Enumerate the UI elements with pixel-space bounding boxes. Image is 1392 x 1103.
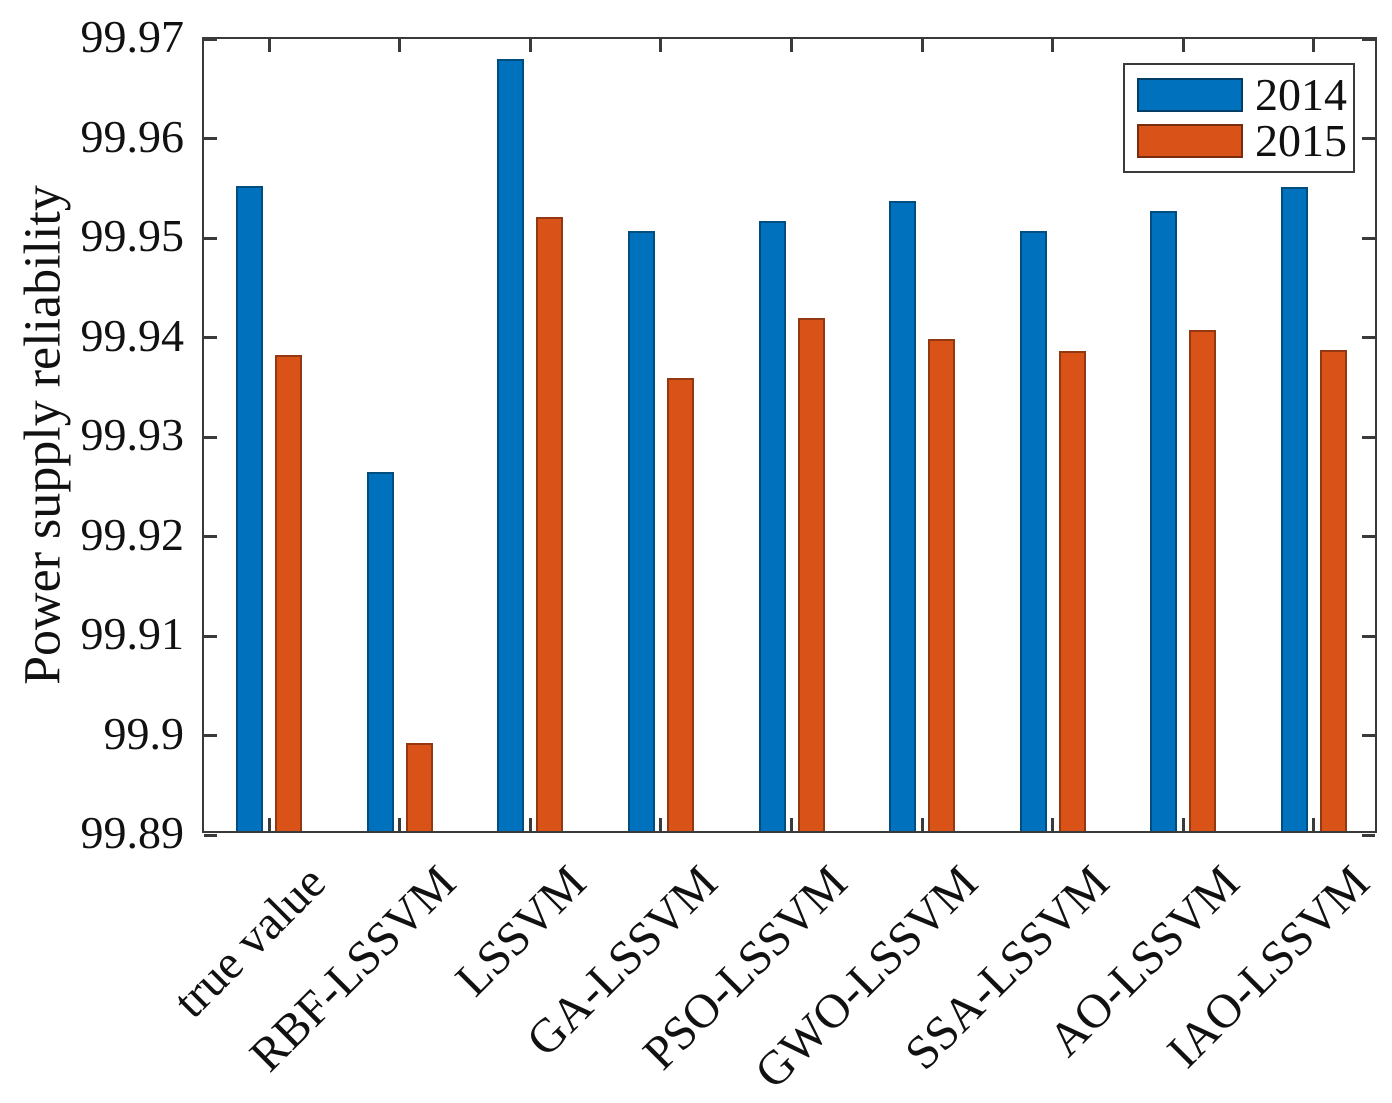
y-tick-label-99-94: 99.94: [80, 309, 185, 361]
bar-2015-ga-lssvm: [666, 378, 694, 831]
bar-2014-rbf-lssvm: [366, 471, 394, 831]
bar-2015-ssa-lssvm: [1058, 351, 1086, 831]
x-tick-mark-top: [790, 39, 793, 52]
x-tick-mark-bottom: [267, 818, 271, 831]
bar-2014-lssvm: [497, 58, 525, 831]
bar-2015-rbf-lssvm: [405, 743, 433, 831]
y-tick-mark-left: [204, 336, 217, 339]
y-tick-mark-right: [1362, 236, 1375, 240]
y-tick-label-99-93: 99.93: [80, 409, 185, 460]
x-tick-mark-bottom: [528, 818, 532, 831]
legend-label-2015: 2015: [1255, 115, 1347, 166]
y-tick-mark-right: [1362, 734, 1375, 737]
x-tick-mark-top: [1051, 39, 1055, 52]
bar-2015-pso-lssvm: [797, 317, 825, 831]
x-tick-mark-bottom: [398, 818, 402, 831]
bar-2015-lssvm: [536, 217, 564, 831]
y-tick-mark-right: [1362, 435, 1375, 439]
x-tick-mark-bottom: [1181, 818, 1185, 831]
bar-2015-true-value: [275, 355, 303, 831]
x-tick-mark-bottom: [1051, 818, 1055, 831]
y-tick-mark-left: [204, 236, 217, 240]
bar-2014-gwo-lssvm: [889, 201, 917, 831]
y-tick-label-99-91: 99.91: [80, 608, 185, 659]
x-tick-mark-top: [1181, 39, 1185, 52]
y-tick-mark-right: [1362, 535, 1375, 538]
x-tick-mark-bottom: [790, 818, 793, 831]
bar-2014-ao-lssvm: [1150, 211, 1178, 831]
y-tick-label-99-9: 99.9: [103, 707, 185, 759]
y-tick-mark-left: [204, 833, 217, 837]
y-tick-label-99-95: 99.95: [80, 210, 185, 261]
x-tick-mark-top: [267, 39, 271, 52]
x-tick-mark-bottom: [1312, 818, 1316, 831]
plot-area: 2014 2015: [202, 37, 1377, 837]
bar-2014-true-value: [236, 186, 264, 831]
bar-2015-ao-lssvm: [1189, 329, 1217, 831]
y-tick-mark-left: [204, 137, 217, 140]
y-tick-mark-left: [204, 37, 217, 41]
bar-2015-gwo-lssvm: [928, 339, 956, 831]
legend-entry-2014: 2014: [1137, 72, 1347, 118]
legend-label-2014: 2014: [1255, 69, 1347, 120]
x-tick-mark-top: [398, 39, 402, 52]
y-tick-mark-right: [1362, 336, 1375, 339]
y-tick-mark-right: [1362, 37, 1375, 41]
y-tick-mark-left: [204, 535, 217, 538]
y-tick-label-99-89: 99.89: [80, 807, 185, 858]
bar-2014-ssa-lssvm: [1019, 231, 1047, 831]
x-tick-mark-top: [659, 39, 663, 52]
y-tick-mark-left: [204, 435, 217, 439]
bar-2014-iao-lssvm: [1280, 187, 1308, 831]
bar-2014-ga-lssvm: [627, 231, 655, 831]
bar-2014-pso-lssvm: [758, 221, 786, 831]
y-tick-label-99-96: 99.96: [80, 110, 185, 162]
y-tick-mark-left: [204, 634, 217, 638]
legend-swatch-2015: [1137, 124, 1243, 158]
y-tick-label-99-97: 99.97: [80, 11, 185, 62]
bar-2015-iao-lssvm: [1319, 350, 1347, 831]
legend-swatch-2014: [1137, 78, 1243, 112]
y-tick-mark-left: [204, 734, 217, 737]
y-tick-mark-right: [1362, 833, 1375, 837]
y-tick-mark-right: [1362, 634, 1375, 638]
x-tick-mark-bottom: [920, 818, 924, 831]
x-tick-mark-top: [528, 39, 532, 52]
y-tick-label-99-92: 99.92: [80, 508, 185, 560]
x-tick-mark-top: [1312, 39, 1316, 52]
legend-entry-2015: 2015: [1137, 118, 1347, 164]
y-tick-mark-right: [1362, 137, 1375, 140]
legend: 2014 2015: [1123, 63, 1355, 173]
x-tick-mark-top: [920, 39, 924, 52]
x-tick-mark-bottom: [659, 818, 663, 831]
